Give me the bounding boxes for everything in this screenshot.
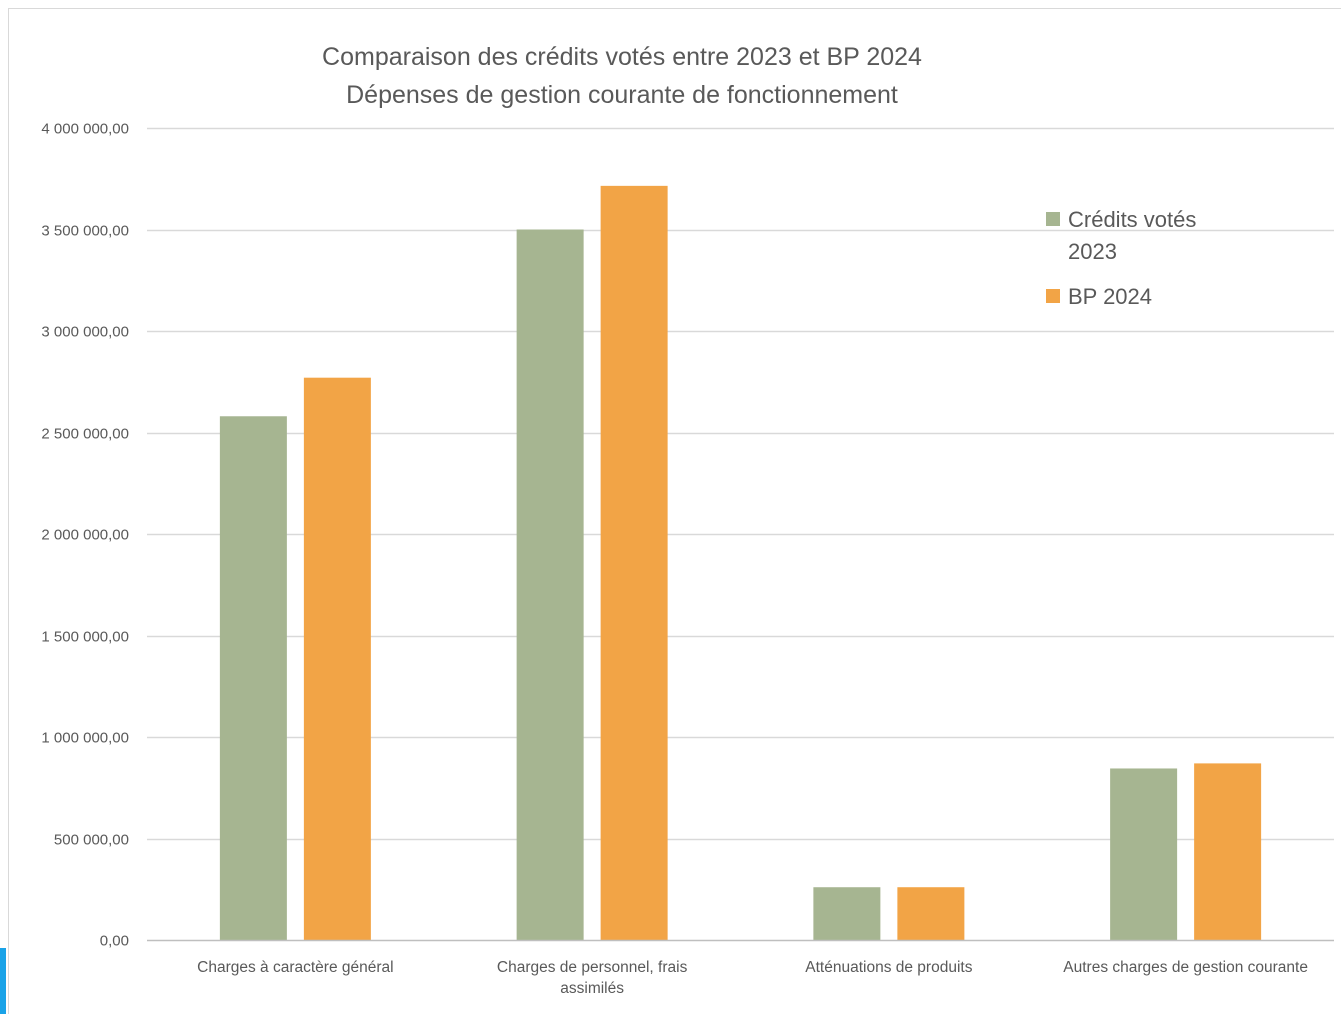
y-tick-label: 1 000 000,00: [41, 730, 129, 747]
y-axis-tick-labels: 0,00 500 000,00 1 000 000,00 1 500 000,00 2 …: [41, 121, 129, 950]
legend-swatch-2: [1046, 289, 1060, 303]
bar-bp-2024-4: [1194, 763, 1262, 940]
legend-label-2: BP 2024: [1068, 284, 1152, 309]
chart-title-line-2: Dépenses de gestion courante de fonction…: [346, 81, 898, 109]
y-tick-label: 500 000,00: [54, 832, 129, 849]
x-category-label: Autres charges de gestion courante: [1063, 959, 1308, 976]
x-axis-category-labels: Charges à caractère général Charges de pe…: [197, 959, 1308, 997]
bar-bp-2024-1: [303, 377, 371, 940]
y-tick-label: 3 500 000,00: [41, 223, 129, 240]
y-tick-label: 1 500 000,00: [41, 629, 129, 646]
legend-label-1: Crédits votés: [1068, 207, 1196, 232]
gridlines: [147, 127, 1334, 841]
legend-label-1: 2023: [1068, 239, 1117, 264]
bars: [219, 185, 1262, 941]
y-tick-label: 2 500 000,00: [41, 426, 129, 443]
bar-bp-2024-2: [600, 185, 668, 941]
chart-title-line-1: Comparaison des crédits votés entre 2023…: [322, 43, 922, 71]
bar-credits-votes-2023-2: [516, 229, 584, 940]
y-tick-label: 0,00: [100, 933, 129, 950]
bar-credits-votes-2023-1: [219, 416, 287, 940]
bar-credits-votes-2023-3: [813, 887, 881, 940]
x-category-label: Charges de personnel, frais: [497, 959, 688, 976]
y-tick-label: 2 000 000,00: [41, 527, 129, 544]
y-tick-label: 4 000 000,00: [41, 121, 129, 138]
left-edge-accent: [0, 948, 6, 1014]
x-category-label: Charges à caractère général: [197, 959, 393, 976]
bar-credits-votes-2023-4: [1110, 768, 1178, 940]
legend: Crédits votés 2023 BP 2024: [1046, 207, 1196, 309]
x-category-label: Atténuations de produits: [805, 959, 972, 976]
legend-swatch-1: [1046, 212, 1060, 226]
bar-bp-2024-3: [897, 887, 965, 940]
chart-border: [8, 8, 1341, 1014]
chart-title: Comparaison des crédits votés entre 2023…: [322, 43, 922, 109]
y-tick-label: 3 000 000,00: [41, 324, 129, 341]
x-category-label: assimilés: [560, 980, 624, 997]
